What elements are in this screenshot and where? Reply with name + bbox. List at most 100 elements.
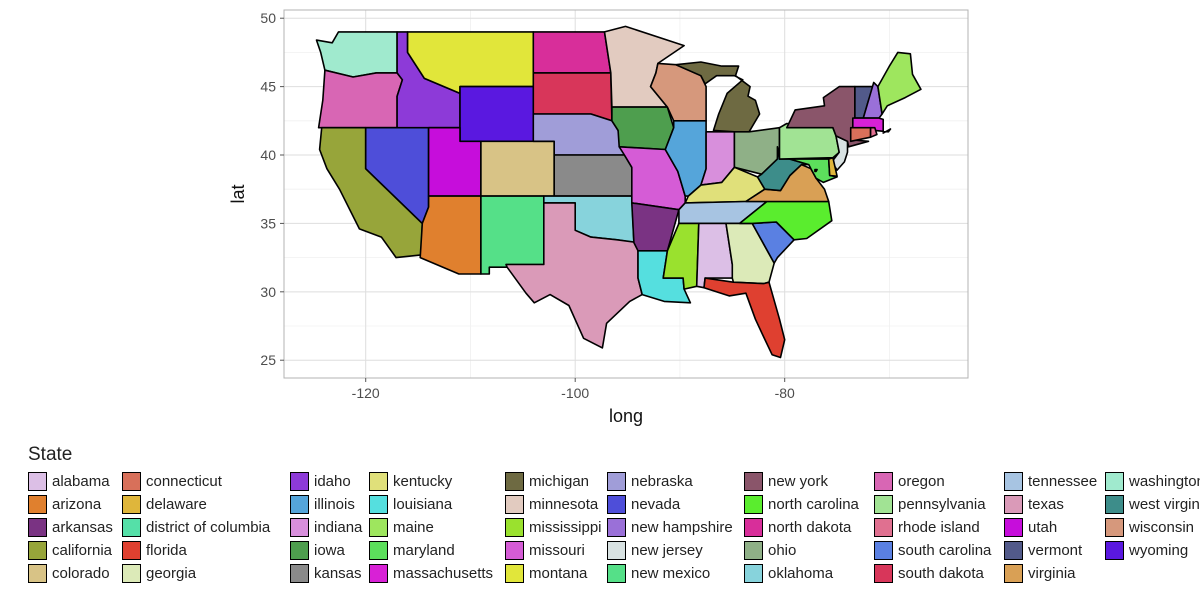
legend-label: west virginia bbox=[1129, 496, 1200, 513]
legend-label: ohio bbox=[768, 542, 797, 559]
legend-column: connecticut delaware district of columbia f… bbox=[122, 470, 270, 585]
legend-label: iowa bbox=[314, 542, 345, 559]
legend-label: texas bbox=[1028, 496, 1064, 513]
legend-item: illinois bbox=[290, 493, 362, 516]
legend-label: alabama bbox=[52, 473, 110, 490]
legend-item: west virginia bbox=[1105, 493, 1200, 516]
legend-label: arizona bbox=[52, 496, 102, 513]
legend-key bbox=[1105, 472, 1124, 491]
state-district-of-columbia bbox=[814, 168, 818, 173]
legend-item: oregon bbox=[874, 470, 991, 493]
legend-key bbox=[607, 541, 626, 560]
legend-key bbox=[1105, 541, 1124, 560]
legend-label: nebraska bbox=[631, 473, 693, 490]
legend-key bbox=[369, 495, 388, 514]
state-rhode-island bbox=[869, 126, 878, 138]
y-tick-label: 40 bbox=[260, 147, 276, 163]
legend-key bbox=[369, 541, 388, 560]
legend-key bbox=[874, 472, 893, 491]
legend-key bbox=[505, 564, 524, 583]
axis-ticks: -120 -100 -80 25 30 35 40 45 50 bbox=[260, 10, 795, 401]
legend-key bbox=[290, 495, 309, 514]
legend-key bbox=[290, 541, 309, 560]
legend-key bbox=[369, 564, 388, 583]
legend-item: wisconsin bbox=[1105, 516, 1200, 539]
legend-label: maryland bbox=[393, 542, 455, 559]
legend-key bbox=[744, 472, 763, 491]
legend-key bbox=[744, 518, 763, 537]
legend-item: tennessee bbox=[1004, 470, 1097, 493]
legend-item: maryland bbox=[369, 539, 493, 562]
legend-label: maine bbox=[393, 519, 434, 536]
legend-item: south dakota bbox=[874, 562, 991, 585]
y-tick-label: 30 bbox=[260, 284, 276, 300]
legend-key bbox=[28, 541, 47, 560]
legend-title: State bbox=[28, 444, 73, 465]
x-axis-title: long bbox=[609, 406, 643, 426]
y-tick-label: 45 bbox=[260, 79, 276, 95]
legend-key bbox=[122, 472, 141, 491]
legend-label: wyoming bbox=[1129, 542, 1189, 559]
legend-column: new york north carolina north dakota ohio ok… bbox=[744, 470, 859, 585]
legend-label: new york bbox=[768, 473, 829, 490]
legend-label: california bbox=[52, 542, 113, 559]
legend-item: georgia bbox=[122, 562, 270, 585]
legend-key bbox=[505, 518, 524, 537]
y-tick-label: 50 bbox=[260, 10, 276, 26]
state-colorado bbox=[480, 140, 555, 197]
legend-key bbox=[28, 518, 47, 537]
legend-label: nevada bbox=[631, 496, 681, 513]
state-kansas bbox=[553, 154, 633, 197]
legend-item: maine bbox=[369, 516, 493, 539]
legend-label: kansas bbox=[314, 565, 362, 582]
state-new-mexico bbox=[480, 195, 545, 275]
legend-key bbox=[744, 495, 763, 514]
legend-item: idaho bbox=[290, 470, 362, 493]
legend-column: nebraska nevada new hampshire new jersey new… bbox=[607, 470, 733, 585]
legend-label: indiana bbox=[314, 519, 363, 536]
legend-column: tennessee texas utah vermont virginia bbox=[1004, 470, 1097, 585]
legend-item: oklahoma bbox=[744, 562, 859, 585]
legend-label: virginia bbox=[1028, 565, 1076, 582]
legend-key bbox=[874, 541, 893, 560]
state-delaware bbox=[827, 156, 838, 177]
legend-key bbox=[1105, 495, 1124, 514]
legend-key bbox=[122, 495, 141, 514]
legend-label: north dakota bbox=[768, 519, 852, 536]
legend-item: delaware bbox=[122, 493, 270, 516]
legend-column: idaho illinois indiana iowa kansas bbox=[290, 470, 362, 585]
state-polygons bbox=[315, 25, 922, 359]
legend-label: new jersey bbox=[631, 542, 703, 559]
state-iowa bbox=[611, 106, 675, 151]
legend-key bbox=[744, 541, 763, 560]
legend-key bbox=[1004, 564, 1023, 583]
legend-column: kentucky louisiana maine maryland massachuse… bbox=[369, 470, 493, 585]
plot-panel bbox=[283, 9, 969, 379]
legend-item: ohio bbox=[744, 539, 859, 562]
legend-item: nevada bbox=[607, 493, 733, 516]
state-oregon bbox=[317, 69, 404, 129]
legend-label: south dakota bbox=[898, 565, 984, 582]
legend-item: louisiana bbox=[369, 493, 493, 516]
legend-label: minnesota bbox=[529, 496, 599, 513]
legend-label: south carolina bbox=[898, 542, 992, 559]
y-tick-label: 25 bbox=[260, 352, 276, 368]
legend-item: kansas bbox=[290, 562, 362, 585]
legend-item: massachusetts bbox=[369, 562, 493, 585]
legend-label: vermont bbox=[1028, 542, 1083, 559]
legend-item: new hampshire bbox=[607, 516, 733, 539]
state-wyoming bbox=[459, 85, 535, 143]
legend-key bbox=[28, 564, 47, 583]
legend-label: connecticut bbox=[146, 473, 222, 490]
legend-key bbox=[369, 472, 388, 491]
legend-label: idaho bbox=[314, 473, 351, 490]
legend-label: florida bbox=[146, 542, 187, 559]
map-plot: -120 -100 -80 25 30 35 40 45 50 long lat bbox=[228, 9, 969, 426]
legend-item: connecticut bbox=[122, 470, 270, 493]
legend-item: montana bbox=[505, 562, 602, 585]
legend-key bbox=[874, 518, 893, 537]
legend-item: alabama bbox=[28, 470, 113, 493]
legend-label: georgia bbox=[146, 565, 197, 582]
x-tick-label: -80 bbox=[775, 385, 795, 401]
legend-label: delaware bbox=[146, 496, 207, 513]
